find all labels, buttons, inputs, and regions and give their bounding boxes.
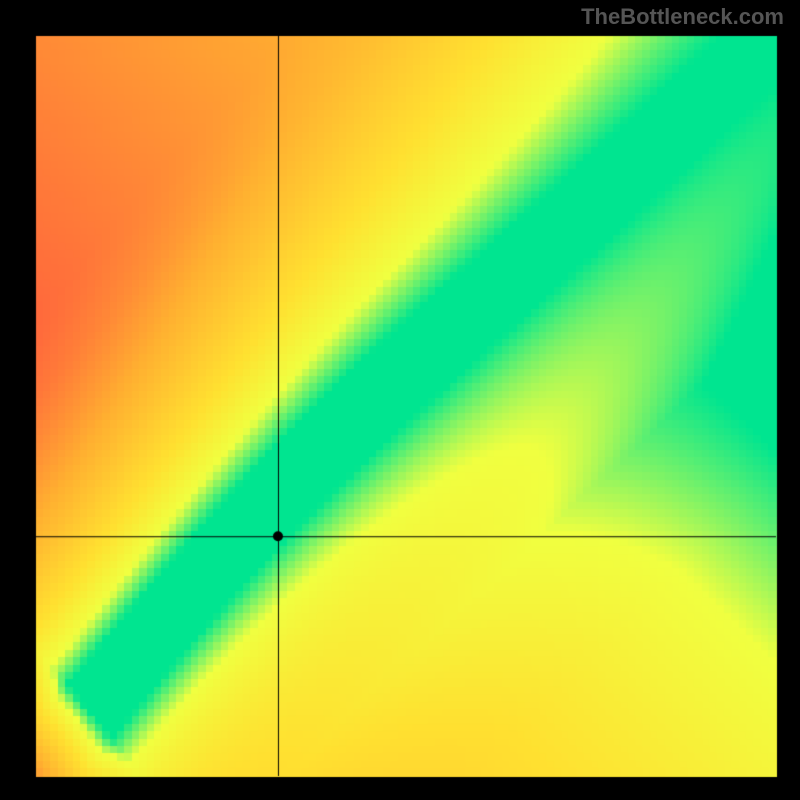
bottleneck-heatmap-canvas xyxy=(0,0,800,800)
watermark-text: TheBottleneck.com xyxy=(581,4,784,30)
chart-container: TheBottleneck.com xyxy=(0,0,800,800)
